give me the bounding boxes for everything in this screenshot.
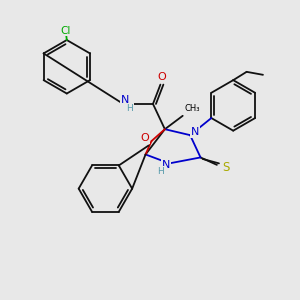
Text: CH₃: CH₃ xyxy=(184,104,200,113)
Text: H: H xyxy=(126,104,133,113)
Text: H: H xyxy=(158,167,164,176)
Text: N: N xyxy=(162,160,170,170)
Text: Cl: Cl xyxy=(60,26,70,35)
Text: O: O xyxy=(158,72,166,82)
Text: S: S xyxy=(222,161,230,174)
Text: N: N xyxy=(121,95,129,105)
Text: O: O xyxy=(141,133,149,143)
Text: N: N xyxy=(191,127,199,137)
